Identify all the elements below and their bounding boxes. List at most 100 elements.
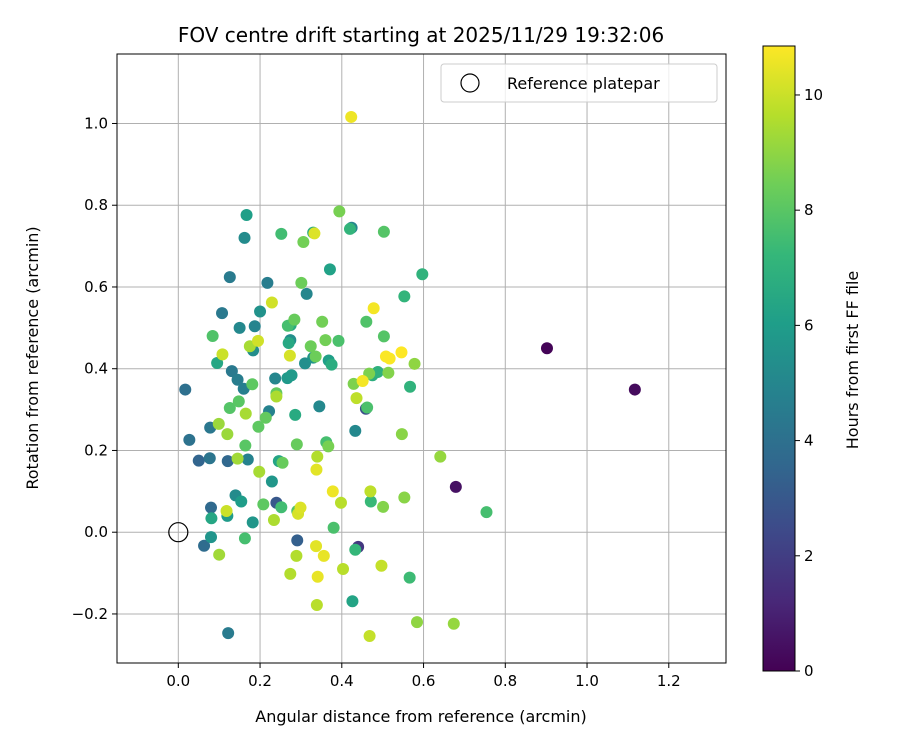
data-point <box>241 453 254 466</box>
data-point <box>408 357 421 370</box>
data-point <box>322 440 335 453</box>
data-point <box>275 501 288 514</box>
data-point <box>383 352 396 365</box>
plot-frame <box>116 53 727 664</box>
colorbar-label: Hours from first FF file <box>843 271 862 450</box>
data-point <box>231 373 244 386</box>
data-point <box>205 512 218 525</box>
x-tick-label: 0.8 <box>493 672 517 690</box>
data-point <box>375 559 388 572</box>
data-point <box>327 521 340 534</box>
colorbar: 0 2 4 6 8 10 Hours from first FF file <box>762 45 862 680</box>
data-point <box>395 346 408 359</box>
data-point <box>398 491 411 504</box>
data-point <box>289 408 302 421</box>
data-point <box>231 452 244 465</box>
data-point <box>294 501 307 514</box>
y-tick-label: 0.6 <box>84 278 108 296</box>
reference-marker-group <box>168 522 189 543</box>
colorbar-tick-label: 10 <box>804 86 823 104</box>
data-point <box>304 340 317 353</box>
data-point <box>265 475 278 488</box>
data-point <box>254 305 267 318</box>
colorbar-ticks: 0 2 4 6 8 10 <box>795 86 823 680</box>
data-point <box>350 392 363 405</box>
data-point <box>203 452 216 465</box>
data-point <box>235 495 248 508</box>
data-point <box>221 428 234 441</box>
data-point <box>261 276 274 289</box>
data-point <box>192 454 205 467</box>
data-point <box>223 271 236 284</box>
data-point <box>179 383 192 396</box>
data-point <box>411 616 424 629</box>
data-point <box>276 456 289 469</box>
data-point <box>252 420 265 433</box>
data-point <box>332 334 345 347</box>
data-point <box>288 313 301 326</box>
y-tick-label: 0.0 <box>84 523 108 541</box>
data-point <box>238 532 251 545</box>
data-point <box>364 485 377 498</box>
y-axis-label: Rotation from reference (arcmin) <box>23 226 42 489</box>
data-point <box>316 315 329 328</box>
data-point <box>628 383 641 396</box>
data-point <box>311 570 324 583</box>
legend-entry-reference: Reference platepar <box>507 74 660 93</box>
data-point <box>221 455 234 468</box>
chart-title: FOV centre drift starting at 2025/11/29 … <box>178 23 664 47</box>
reference-platepar-marker <box>168 522 189 543</box>
data-point <box>404 380 417 393</box>
data-point <box>183 433 196 446</box>
legend: Reference platepar <box>440 63 718 103</box>
data-point <box>447 617 460 630</box>
data-point <box>220 504 233 517</box>
data-point <box>377 500 390 513</box>
axis-ticks: 0.0 0.2 0.4 0.6 0.8 1.0 1.2 −0.2 0.0 0.2 0.4 0.6 0.8… <box>72 114 681 690</box>
colorbar-tick-label: 8 <box>804 201 814 219</box>
data-point <box>308 227 321 240</box>
colorbar-tick-label: 0 <box>804 662 814 680</box>
data-point <box>225 365 238 378</box>
data-point <box>212 417 225 430</box>
data-point <box>356 374 369 387</box>
data-point <box>275 227 288 240</box>
data-point <box>367 302 380 315</box>
colorbar-tick-label: 2 <box>804 547 814 565</box>
grid <box>117 54 726 663</box>
data-point <box>349 424 362 437</box>
data-point <box>434 450 447 463</box>
data-point <box>297 236 310 249</box>
legend-marker-reference <box>460 73 480 93</box>
data-point <box>480 506 493 519</box>
colorbar-gradient <box>762 45 796 672</box>
data-point <box>284 567 297 580</box>
data-point <box>291 534 304 547</box>
data-point <box>311 450 324 463</box>
data-point <box>325 358 338 371</box>
legend-box <box>440 63 718 103</box>
x-tick-label: 0.4 <box>330 672 354 690</box>
data-point <box>216 307 229 320</box>
data-point <box>290 438 303 451</box>
data-point <box>323 263 336 276</box>
data-point <box>403 571 416 584</box>
data-point <box>319 334 332 347</box>
data-point <box>345 110 358 123</box>
data-point <box>246 378 259 391</box>
x-tick-label: 1.2 <box>657 672 681 690</box>
data-point <box>295 276 308 289</box>
data-point <box>361 401 374 414</box>
data-point <box>310 540 323 553</box>
data-point <box>267 513 280 526</box>
x-tick-label: 0.6 <box>412 672 436 690</box>
data-point <box>364 495 377 508</box>
data-point <box>222 627 235 640</box>
data-point <box>239 407 252 420</box>
y-tick-label: 0.2 <box>84 441 108 459</box>
data-point <box>211 356 224 369</box>
x-tick-label: 1.0 <box>575 672 599 690</box>
data-point <box>363 630 376 643</box>
data-point <box>206 330 219 343</box>
data-point <box>382 366 395 379</box>
